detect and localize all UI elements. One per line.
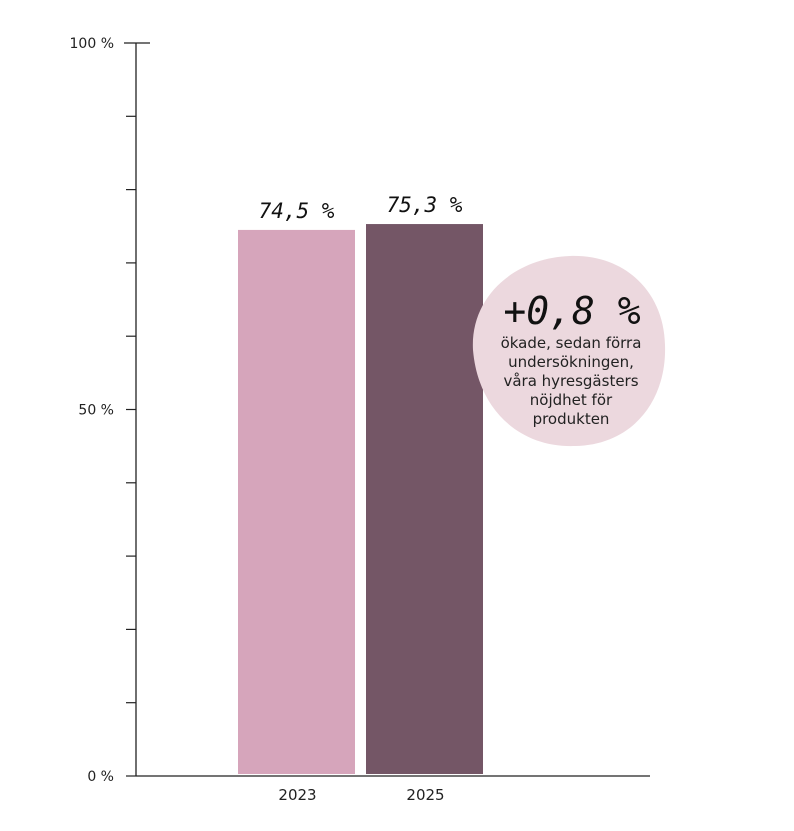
bar-2025	[366, 224, 483, 774]
change-annotation: +0,8 % ökade, sedan förra undersökningen…	[472, 255, 666, 447]
x-tick-labels: 2023 2025	[278, 786, 444, 804]
annotation-line-4: nöjdhet för	[530, 391, 613, 409]
data-label: 75,3 %	[387, 193, 463, 217]
value-labels: 74,5 % 75,3 %	[259, 193, 463, 223]
y-tick-label: 50 %	[78, 403, 114, 419]
axes: 0 % 50 % 100 %	[70, 36, 650, 785]
x-tick-label: 2025	[406, 786, 444, 804]
annotation-line-2: undersökningen,	[508, 353, 634, 371]
annotation-line-3: våra hyresgästers	[503, 372, 638, 390]
annotation-line-1: ökade, sedan förra	[501, 334, 642, 352]
bar-2023	[238, 229, 355, 775]
annotation-headline: +0,8 %	[503, 289, 640, 333]
annotation-bubble	[472, 255, 666, 447]
y-tick-label: 100 %	[70, 36, 114, 52]
bars	[238, 224, 483, 775]
y-ticks: 0 % 50 % 100 %	[70, 36, 150, 785]
data-label: 74,5 %	[259, 199, 335, 223]
annotation-line-5: produkten	[533, 410, 610, 428]
x-tick-label: 2023	[278, 786, 316, 804]
y-tick-label: 0 %	[87, 769, 114, 785]
